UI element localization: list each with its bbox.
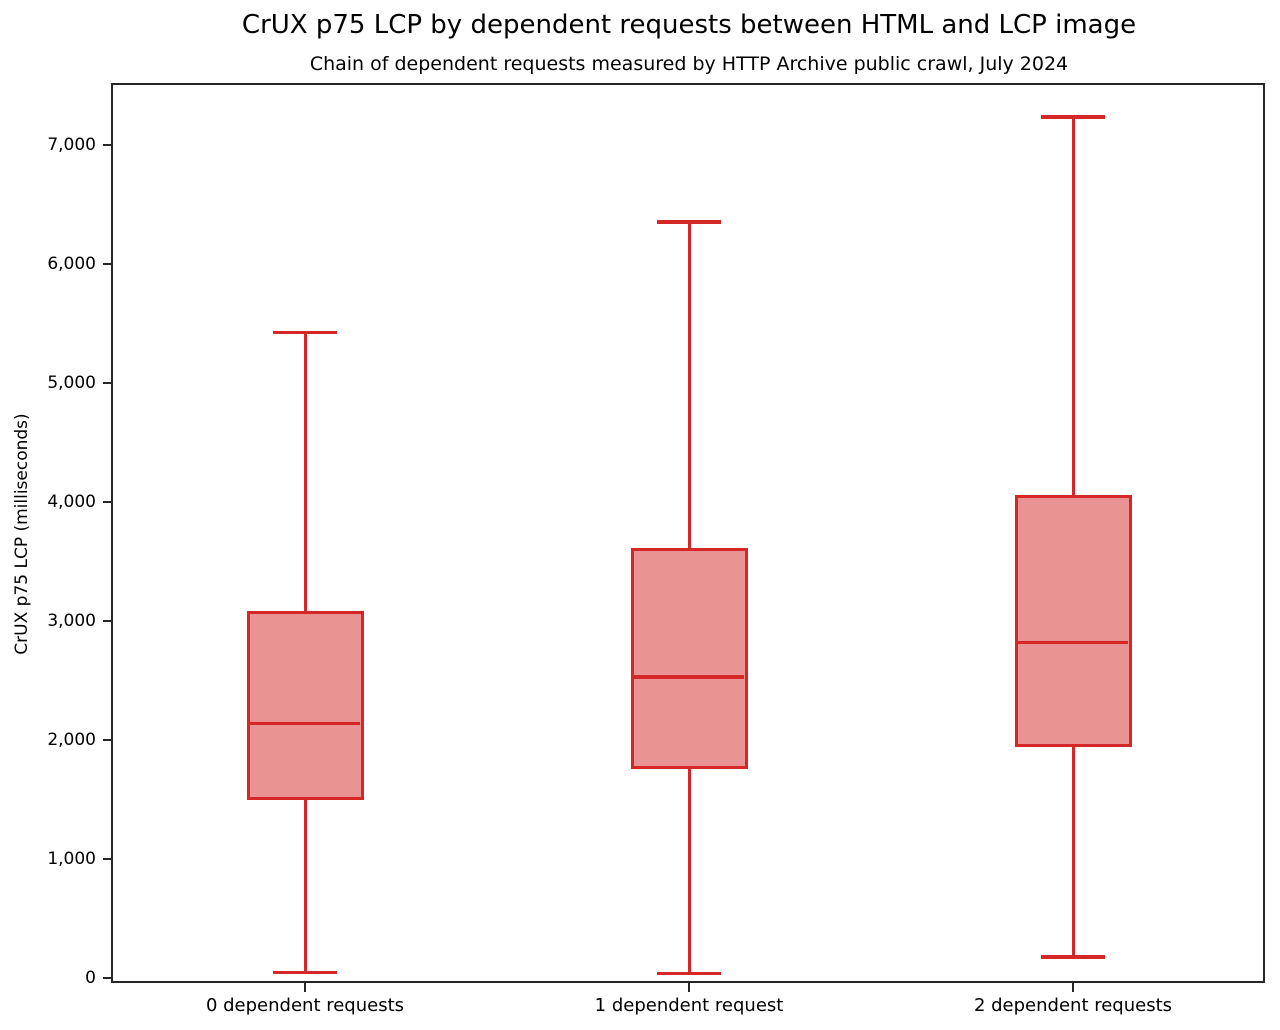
y-tick-label: 1,000 (47, 849, 96, 870)
y-tick-mark (103, 619, 113, 622)
whisker-lower (1071, 747, 1075, 957)
y-tick-label: 3,000 (47, 610, 96, 631)
x-tick-label: 0 dependent requests (205, 995, 405, 1016)
median-line (250, 721, 360, 726)
whisker-cap-max (1041, 115, 1105, 119)
whisker-cap-max (657, 220, 721, 224)
y-tick-label: 2,000 (47, 730, 96, 751)
median-line (1018, 640, 1128, 645)
whisker-upper (1071, 117, 1075, 495)
y-tick-label: 6,000 (47, 253, 96, 274)
whisker-cap-min (1041, 955, 1105, 959)
y-tick-mark (103, 858, 113, 861)
y-tick-label: 5,000 (47, 372, 96, 393)
y-tick-mark (103, 500, 113, 503)
x-tick-label: 1 dependent request (594, 995, 784, 1016)
x-tick-mark (304, 983, 306, 992)
whisker-upper (687, 221, 691, 549)
y-tick-mark (103, 739, 113, 742)
whisker-cap-max (273, 330, 337, 335)
y-tick-mark (103, 977, 113, 980)
y-tick-label: 4,000 (47, 491, 96, 512)
iqr-box (630, 548, 748, 769)
whisker-cap-min (657, 971, 721, 976)
whisker-cap-min (273, 970, 337, 975)
iqr-box (1014, 494, 1132, 748)
x-tick-label: 2 dependent requests (973, 995, 1173, 1016)
x-tick-mark (688, 983, 690, 992)
x-tick-mark (1072, 983, 1074, 992)
y-tick-mark (103, 381, 113, 384)
y-tick-mark (103, 262, 113, 265)
y-tick-label: 0 (85, 968, 96, 989)
chart-title: CrUX p75 LCP by dependent requests betwe… (241, 10, 1137, 40)
y-tick-label: 7,000 (47, 134, 96, 155)
whisker-upper (303, 332, 307, 612)
whisker-lower (303, 799, 307, 973)
median-line (634, 675, 744, 679)
chart-subtitle: Chain of dependent requests measured by … (309, 53, 1069, 75)
iqr-box (246, 611, 364, 800)
whisker-lower (687, 768, 691, 974)
y-tick-mark (103, 143, 113, 146)
